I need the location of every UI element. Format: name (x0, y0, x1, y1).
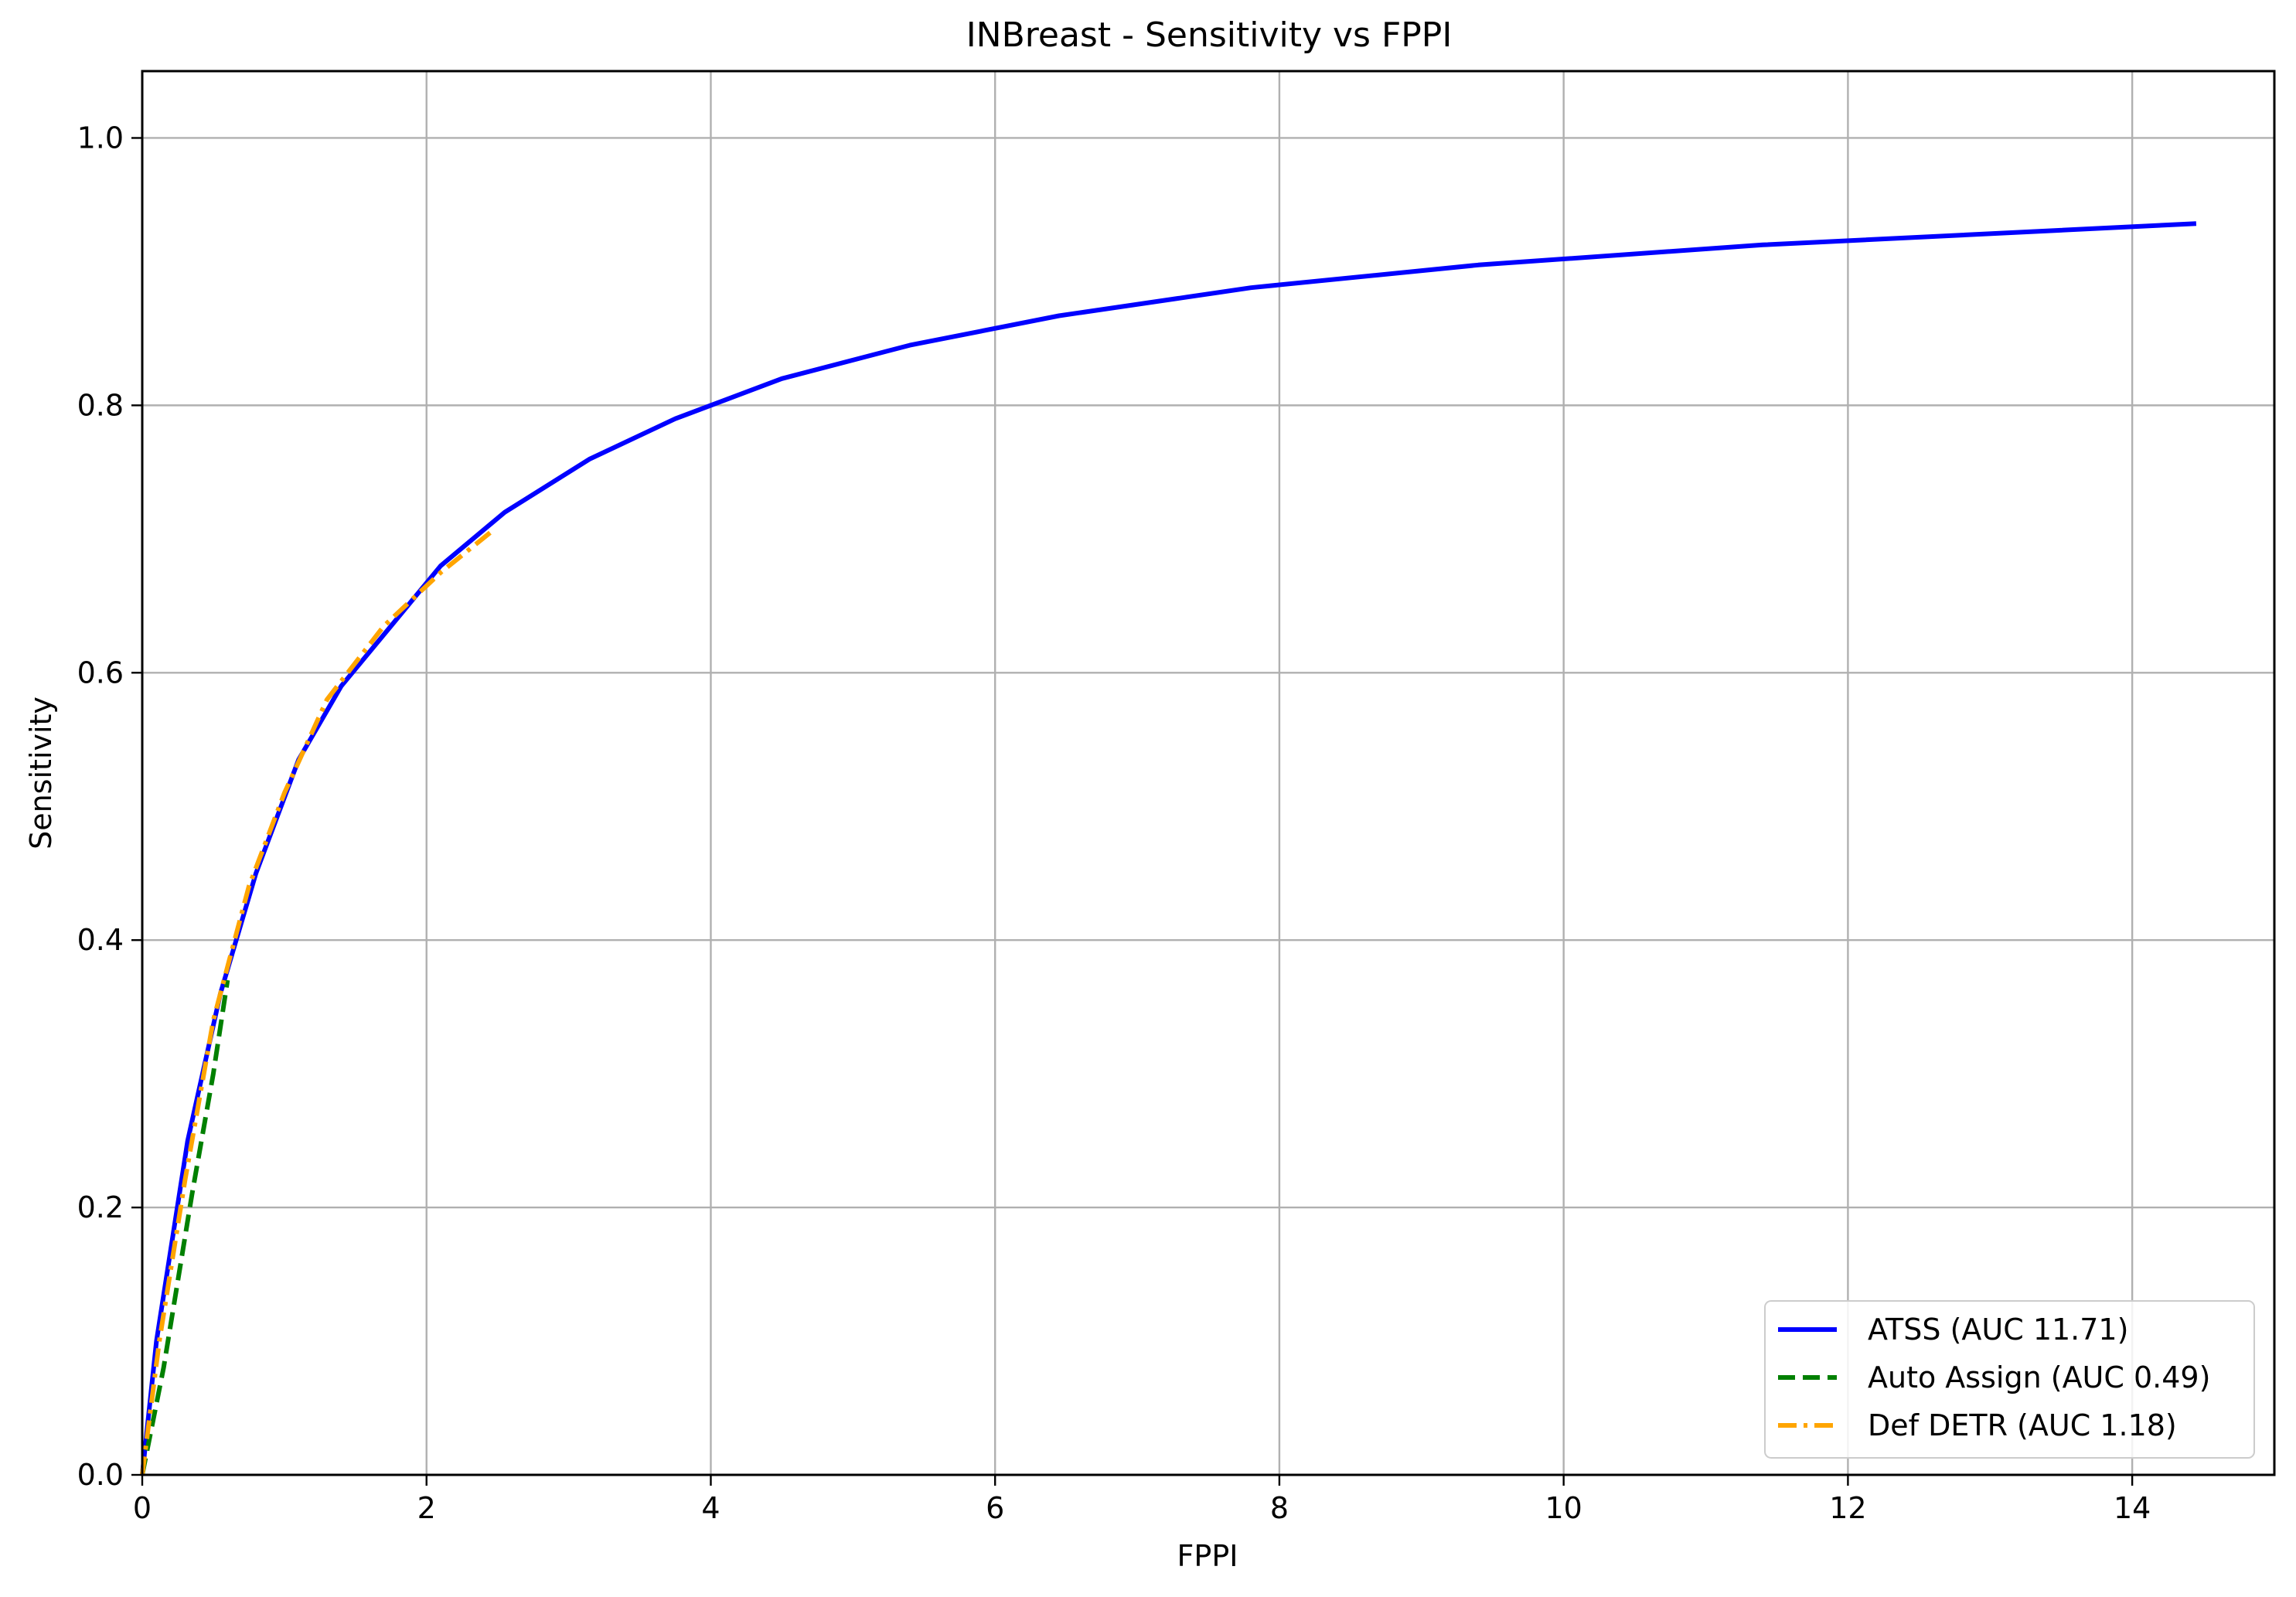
x-tick-label: 12 (1829, 1491, 1866, 1525)
y-tick-label: 0.4 (77, 923, 124, 957)
y-axis-ticks: 0.0 0.2 0.4 0.6 0.8 1.0 (77, 121, 142, 1492)
y-axis-label: Sensitivity (24, 696, 58, 850)
x-tick-label: 0 (133, 1491, 152, 1525)
plot-frame (141, 70, 2276, 1476)
series-lines (140, 221, 2197, 1476)
x-axis-label: FPPI (1177, 1539, 1238, 1573)
chart-title: INBreast - Sensitivity vs FPPI (966, 15, 1453, 55)
x-tick-label: 8 (1270, 1491, 1289, 1525)
y-tick-label: 1.0 (77, 121, 124, 155)
x-tick-label: 2 (417, 1491, 436, 1525)
series-line-2 (140, 979, 230, 1476)
legend-label: Auto Assign (AUC 0.49) (1868, 1360, 2210, 1394)
legend-label: ATSS (AUC 11.71) (1868, 1313, 2128, 1347)
y-tick-label: 0.8 (77, 388, 124, 422)
x-tick-label: 10 (1545, 1491, 1582, 1525)
legend-box (1764, 1300, 2255, 1459)
x-axis-ticks: 0 2 4 6 8 10 12 14 (133, 1475, 2151, 1525)
y-tick-label: 0.2 (77, 1190, 124, 1224)
y-tick-label: 0.0 (77, 1458, 124, 1492)
x-tick-label: 6 (986, 1491, 1004, 1525)
legend-label: Def DETR (AUC 1.18) (1868, 1408, 2177, 1442)
y-tick-label: 0.6 (77, 655, 124, 690)
legend: ATSS (AUC 11.71) Auto Assign (AUC 0.49) De… (1764, 1300, 2255, 1459)
x-tick-label: 4 (701, 1491, 720, 1525)
x-tick-label: 14 (2114, 1491, 2151, 1525)
